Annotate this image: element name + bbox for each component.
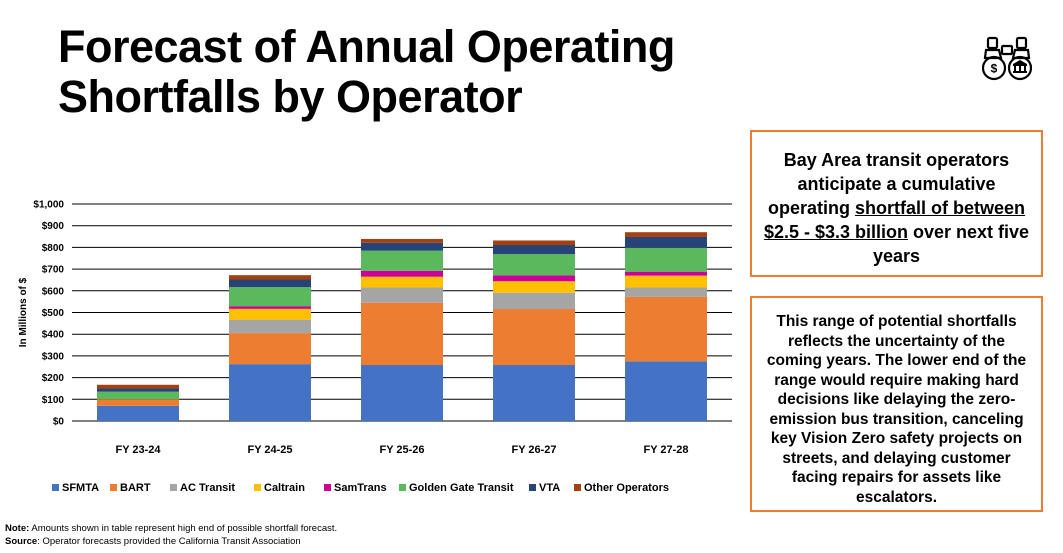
binoculars-money-icon: $ — [982, 36, 1032, 81]
y-tick-label: $200 — [42, 373, 65, 384]
bar-segment — [625, 271, 707, 276]
svg-text:$: $ — [991, 62, 998, 76]
bar-segment — [493, 275, 575, 282]
note-label: Note: — [5, 523, 30, 534]
bar-segment — [361, 238, 443, 243]
bar-segment — [493, 365, 575, 421]
bar-segment — [229, 319, 311, 334]
bar-segment — [97, 384, 179, 389]
bar-segment — [625, 287, 707, 297]
legend-label: BART — [120, 482, 151, 494]
source-label: Source — [5, 536, 38, 547]
legend-swatch — [574, 484, 581, 491]
explanation-box: This range of potential shortfalls refle… — [750, 296, 1043, 512]
x-tick-label: FY 25-26 — [379, 444, 424, 456]
legend-swatch — [52, 484, 59, 491]
y-tick-label: $300 — [42, 351, 65, 362]
bar-segment — [493, 309, 575, 366]
bar-segment — [625, 296, 707, 362]
legend-label: SFMTA — [62, 482, 99, 494]
y-tick-label: $800 — [42, 243, 65, 254]
bar-segment — [229, 275, 311, 280]
x-tick-label: FY 27-28 — [643, 444, 688, 456]
y-tick-label: $600 — [42, 286, 65, 297]
legend-label: AC Transit — [180, 482, 235, 494]
footnote: Note: Amounts shown in table represent h… — [5, 522, 337, 548]
bar-segment — [361, 270, 443, 277]
bar-segment — [361, 302, 443, 366]
legend-swatch — [529, 484, 536, 491]
bar-segment — [97, 388, 179, 392]
legend-swatch — [399, 484, 406, 491]
bar-segment — [361, 250, 443, 271]
y-axis-title: In Millions of $ — [18, 277, 29, 347]
bar-segment — [625, 361, 707, 421]
y-tick-label: $100 — [42, 395, 65, 406]
bar-segment — [625, 275, 707, 288]
legend-label: VTA — [539, 482, 560, 494]
bar-segment — [229, 306, 311, 309]
bar-segment — [361, 276, 443, 288]
x-tick-label: FY 23-24 — [115, 444, 161, 456]
note-text: Amounts shown in table represent high en… — [29, 523, 338, 534]
x-tick-label: FY 24-25 — [247, 444, 292, 456]
bar-segment — [97, 405, 179, 421]
y-tick-label: $400 — [42, 330, 65, 341]
bar-segment — [625, 232, 707, 237]
bar-segment — [361, 287, 443, 303]
bar-segment — [229, 308, 311, 320]
bar-segment — [493, 281, 575, 293]
bar-segment — [361, 242, 443, 251]
bar-segment — [97, 391, 179, 400]
bar-segment — [493, 245, 575, 255]
y-tick-label: $900 — [42, 221, 65, 232]
bar-segment — [229, 364, 311, 421]
y-tick-label: $500 — [42, 308, 65, 319]
legend-label: Golden Gate Transit — [409, 482, 514, 494]
bar-segment — [493, 240, 575, 246]
callout-text-end: over next five years — [872, 222, 1030, 266]
legend-label: Caltrain — [264, 482, 305, 494]
legend-label: SamTrans — [334, 482, 387, 494]
explanation-text: This range of potential shortfalls refle… — [766, 313, 1027, 506]
bar-segment — [229, 287, 311, 307]
legend-swatch — [170, 484, 177, 491]
legend-swatch — [254, 484, 261, 491]
source-text: : Operator forecasts provided the Califo… — [37, 536, 301, 547]
bar-segment — [625, 236, 707, 248]
stacked-bar-chart: $0 $100 $200 $300 $400 $500 $600 $700 $800 $900 $1… — [18, 200, 732, 494]
page-title: Forecast of Annual Operating Shortfalls … — [58, 21, 675, 122]
callout-text-start: Bay Area transit operators anticipate a … — [767, 150, 1010, 218]
legend-swatch — [324, 484, 331, 491]
y-tick-label: $0 — [53, 417, 65, 428]
bar-segment — [229, 279, 311, 288]
callout-underlined: shortfall of between $2.5 - $3.3 billion — [763, 198, 1026, 242]
bar-segment — [493, 254, 575, 276]
y-tick-label: $700 — [42, 265, 65, 276]
bar-segment — [97, 399, 179, 406]
bar-segment — [493, 292, 575, 310]
legend-label: Other Operators — [584, 482, 669, 494]
bar-segment — [625, 247, 707, 272]
legend-swatch — [110, 484, 117, 491]
x-tick-label: FY 26-27 — [511, 444, 556, 456]
bar-segment — [229, 333, 311, 365]
shortfall-callout: Bay Area transit operators anticipate a … — [750, 130, 1043, 277]
y-tick-label: $1,000 — [33, 200, 64, 211]
bar-segment — [361, 365, 443, 421]
